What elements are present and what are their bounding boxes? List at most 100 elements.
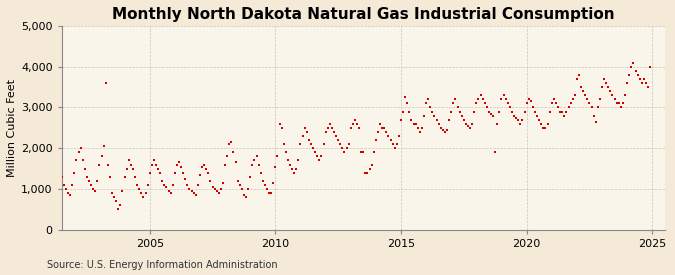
Point <box>188 191 199 195</box>
Point <box>184 187 195 191</box>
Point <box>423 97 433 101</box>
Point <box>555 109 566 114</box>
Text: Source: U.S. Energy Information Administration: Source: U.S. Energy Information Administ… <box>47 260 278 270</box>
Point <box>318 142 329 146</box>
Point <box>138 195 148 199</box>
Point <box>198 162 209 167</box>
Point <box>641 81 651 85</box>
Point <box>301 130 312 134</box>
Point <box>450 97 461 101</box>
Point <box>632 73 643 77</box>
Point <box>630 68 641 73</box>
Point <box>228 150 239 155</box>
Point <box>471 101 482 106</box>
Point <box>259 183 270 187</box>
Point <box>586 105 597 110</box>
Point <box>387 142 398 146</box>
Point <box>362 170 373 175</box>
Point <box>379 126 389 130</box>
Point <box>285 162 296 167</box>
Point <box>238 193 249 197</box>
Point <box>570 93 580 97</box>
Point <box>119 175 130 179</box>
Point <box>262 187 273 191</box>
Point <box>333 138 344 142</box>
Point <box>639 77 649 81</box>
Point <box>396 117 406 122</box>
Point <box>278 142 289 146</box>
Point <box>316 154 327 159</box>
Point <box>63 191 74 195</box>
Point <box>122 166 132 171</box>
Point <box>325 122 335 126</box>
Point <box>289 170 300 175</box>
Point <box>107 191 117 195</box>
Point <box>414 130 425 134</box>
Point <box>574 73 585 77</box>
Point <box>217 181 228 185</box>
Point <box>356 150 367 155</box>
Point <box>439 130 450 134</box>
Point <box>213 191 224 195</box>
Point <box>136 191 146 195</box>
Point <box>402 101 412 106</box>
Point <box>236 187 247 191</box>
Point <box>437 128 448 132</box>
Point <box>561 109 572 114</box>
Point <box>609 97 620 101</box>
Point <box>101 81 111 85</box>
Point <box>408 122 419 126</box>
Point <box>515 122 526 126</box>
Point <box>360 170 371 175</box>
Point <box>534 117 545 122</box>
Point <box>467 122 478 126</box>
Point <box>588 113 599 118</box>
Point <box>339 150 350 155</box>
Point <box>312 154 323 159</box>
Point <box>398 109 408 114</box>
Point <box>580 93 591 97</box>
Point <box>291 166 302 171</box>
Point <box>61 187 72 191</box>
Point <box>215 187 226 191</box>
Point <box>308 146 319 150</box>
Point <box>371 138 381 142</box>
Point <box>207 185 218 189</box>
Point <box>622 81 632 85</box>
Point <box>274 122 285 126</box>
Point <box>519 109 530 114</box>
Point <box>557 109 568 114</box>
Point <box>230 160 241 165</box>
Point <box>144 170 155 175</box>
Point <box>458 117 469 122</box>
Point <box>464 126 475 130</box>
Point <box>542 122 553 126</box>
Point <box>429 113 440 118</box>
Point <box>194 172 205 177</box>
Point <box>373 130 383 134</box>
Point <box>57 175 68 179</box>
Point <box>559 113 570 118</box>
Point <box>496 97 507 101</box>
Point <box>329 130 340 134</box>
Point <box>209 187 220 191</box>
Point <box>521 101 532 106</box>
Point <box>551 101 562 106</box>
Point <box>167 183 178 187</box>
Point <box>536 122 547 126</box>
Point <box>322 126 333 130</box>
Point <box>86 183 97 187</box>
Point <box>421 101 431 106</box>
Point <box>182 183 193 187</box>
Point <box>240 195 251 199</box>
Point <box>425 105 435 110</box>
Point <box>163 189 174 193</box>
Point <box>146 162 157 167</box>
Point <box>418 113 429 118</box>
Point <box>173 160 184 165</box>
Point <box>645 64 655 69</box>
Point <box>109 195 119 199</box>
Point <box>563 105 574 110</box>
Point <box>92 179 103 183</box>
Point <box>500 97 511 101</box>
